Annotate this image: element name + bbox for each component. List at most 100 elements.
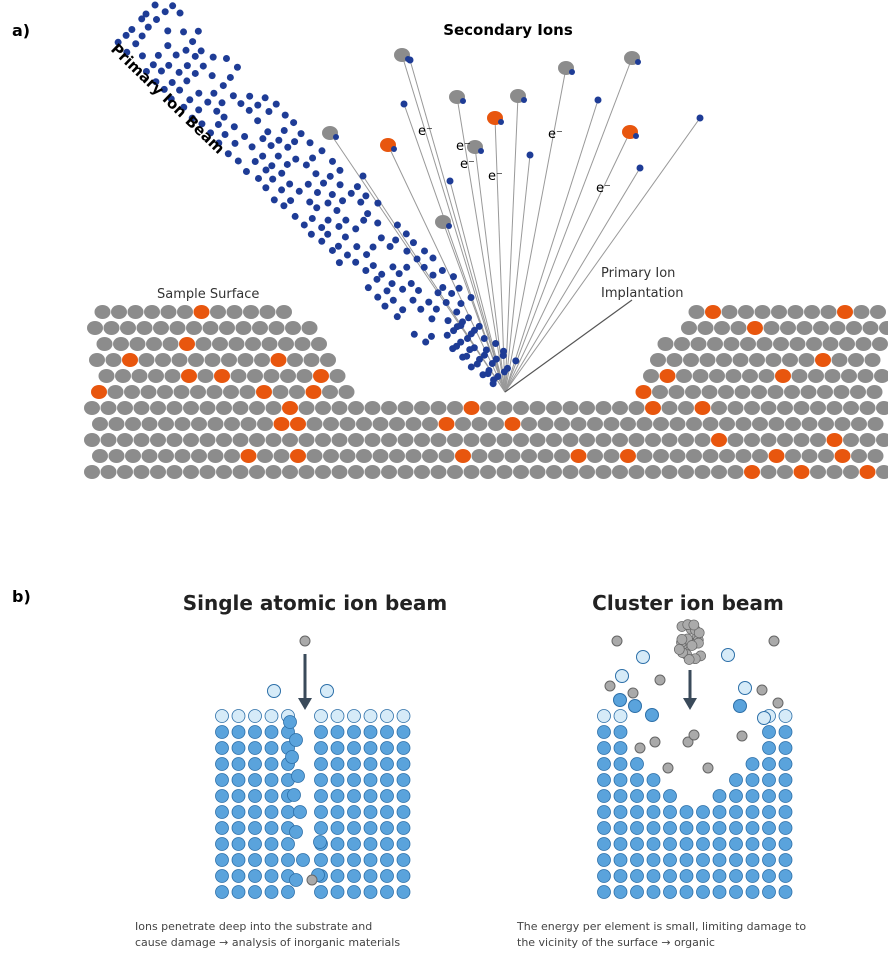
atom (546, 433, 562, 447)
sputtered (689, 730, 699, 740)
atom (538, 417, 554, 431)
beam-ion (284, 161, 291, 168)
atom (200, 465, 216, 479)
atom (414, 465, 430, 479)
beam-ion (445, 317, 452, 324)
ion (569, 69, 575, 75)
atom (695, 401, 711, 415)
atom (730, 854, 743, 867)
atom (664, 854, 677, 867)
atom (779, 790, 792, 803)
atom (307, 449, 323, 463)
atom (364, 758, 377, 771)
atom (513, 465, 529, 479)
atom (232, 854, 245, 867)
atom (282, 465, 298, 479)
beam-ion (164, 27, 171, 34)
atom (348, 401, 364, 415)
ion (333, 134, 339, 140)
atom (348, 886, 361, 899)
atom (200, 433, 216, 447)
atom (636, 385, 652, 399)
atom (546, 465, 562, 479)
beam-ion (231, 123, 238, 130)
atom (563, 465, 579, 479)
electron-label: e⁻ (456, 139, 471, 154)
atom (779, 806, 792, 819)
atom (554, 449, 570, 463)
atom (631, 886, 644, 899)
atom (843, 433, 859, 447)
atom (315, 854, 328, 867)
atom (232, 838, 245, 851)
beam-ion (138, 15, 145, 22)
atom (647, 790, 660, 803)
atom (340, 449, 356, 463)
ion-path (402, 55, 505, 392)
beam-ion (318, 238, 325, 245)
beam-ion (459, 354, 466, 361)
atom (306, 385, 322, 399)
atom (742, 369, 758, 383)
atom (614, 726, 627, 739)
atom (175, 417, 191, 431)
beam-ion (365, 284, 372, 291)
ion (595, 97, 602, 104)
atom (315, 886, 328, 899)
atom (262, 337, 278, 351)
atom (678, 401, 694, 415)
beam-ion (165, 62, 172, 69)
atom (397, 870, 410, 883)
atom (249, 806, 262, 819)
atom (365, 465, 381, 479)
beam-ion (169, 79, 176, 86)
atom (763, 854, 776, 867)
sputtered (722, 649, 735, 662)
atom (339, 385, 355, 399)
atom (348, 710, 361, 723)
atom (647, 774, 660, 787)
atom (683, 353, 699, 367)
sputtered (650, 737, 660, 747)
atom (779, 822, 792, 835)
atom (700, 353, 716, 367)
left-title: Single atomic ion beam (183, 591, 448, 615)
atom (150, 401, 166, 415)
beam-ion (152, 2, 159, 9)
atom (678, 465, 694, 479)
cluster-beam-diagram (598, 620, 793, 899)
atom (191, 449, 207, 463)
sputtered (612, 636, 622, 646)
atom (111, 305, 127, 319)
beam-ion (344, 252, 351, 259)
atom (265, 838, 278, 851)
atom (295, 337, 311, 351)
beam-ion (428, 315, 435, 322)
atom (397, 886, 410, 899)
displaced-atom (292, 770, 305, 783)
beam-ion (490, 380, 497, 387)
ion (637, 165, 644, 172)
atom (799, 353, 815, 367)
atom (249, 710, 262, 723)
atom (596, 433, 612, 447)
atom (472, 449, 488, 463)
beam-ion (278, 186, 285, 193)
atom (177, 305, 193, 319)
atom (667, 353, 683, 367)
atom (521, 449, 537, 463)
atom (658, 337, 674, 351)
beam-ion (195, 90, 202, 97)
ion (391, 146, 397, 152)
atom (735, 385, 751, 399)
atom (397, 822, 410, 835)
beam-ion (333, 207, 340, 214)
beam-ion (281, 127, 288, 134)
atom (265, 790, 278, 803)
atom (614, 774, 627, 787)
beam-ion (177, 10, 184, 17)
atom (751, 385, 767, 399)
atom (322, 385, 338, 399)
atom (505, 417, 521, 431)
atom (870, 305, 886, 319)
